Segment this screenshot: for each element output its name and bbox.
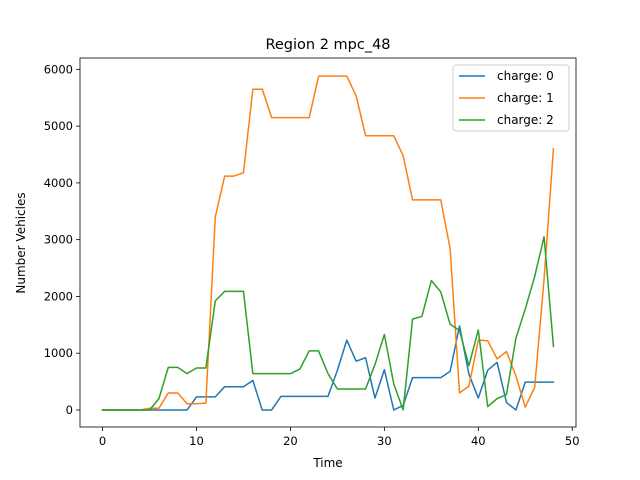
axes: 0 10 20 30 40 50 0 1000 2000 3000 4000 5000 6000 — [44, 57, 580, 448]
x-tick-label-0: 0 — [99, 434, 106, 448]
chart-title: Region 2 mpc_48 — [265, 37, 390, 53]
axes-frame — [79, 57, 577, 428]
y-tick-label-1: 1000 — [44, 346, 73, 360]
y-tick-label-2: 2000 — [44, 289, 73, 303]
legend: charge: 0 charge: 1 charge: 2 — [452, 64, 570, 132]
y-tick-label-5: 5000 — [44, 119, 73, 133]
series-line-2 — [101, 236, 555, 411]
y-tick-label-4: 4000 — [44, 176, 73, 190]
legend-label-1: charge: 1 — [497, 91, 554, 105]
x-tick-label-1: 10 — [189, 434, 204, 448]
y-tick-label-6: 6000 — [44, 62, 73, 76]
legend-label-0: charge: 0 — [497, 69, 554, 83]
y-tick-label-3: 3000 — [44, 233, 73, 247]
x-tick-label-5: 50 — [565, 434, 580, 448]
series-line-0 — [101, 325, 555, 411]
legend-box — [452, 64, 570, 132]
plot-area — [101, 75, 555, 411]
y-axis-label: Number Vehicles — [14, 192, 28, 293]
x-tick-label-2: 20 — [283, 434, 298, 448]
legend-label-2: charge: 2 — [497, 113, 554, 127]
x-tick-label-4: 40 — [471, 434, 486, 448]
series-line-1 — [101, 75, 555, 411]
x-axis-label: Time — [312, 456, 342, 470]
x-tick-label-3: 30 — [377, 434, 392, 448]
y-tick-label-0: 0 — [66, 403, 73, 417]
